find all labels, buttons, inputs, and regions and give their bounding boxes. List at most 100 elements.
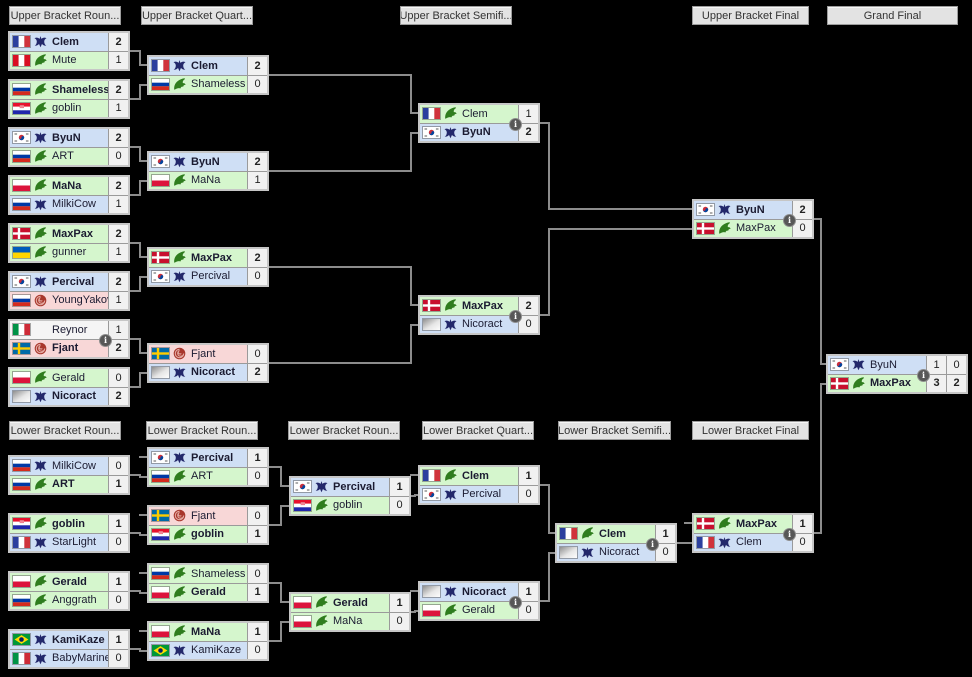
match-info-icon[interactable]: i [918, 370, 929, 381]
player-name: MaNa [333, 615, 363, 628]
flag-ru-icon [13, 594, 30, 606]
player-name: MaxPax [52, 227, 93, 240]
zerg-race-icon [173, 528, 186, 541]
zerg-race-icon [444, 604, 457, 617]
flag-pe-icon [13, 54, 30, 66]
player-row: Percival 0 [420, 485, 538, 503]
score-cell: 1 [518, 583, 538, 601]
zerg-race-icon [444, 299, 457, 312]
connector-line [139, 592, 147, 594]
round-header-lower-3[interactable]: Lower Bracket Quart... [422, 421, 534, 440]
connector-line [269, 362, 412, 364]
player-row: MaNa 2 [10, 177, 128, 196]
terran-race-icon [718, 203, 731, 216]
connector-line [411, 495, 416, 497]
connector-line [139, 146, 141, 162]
player-row: ART 0 [149, 467, 267, 485]
flag-kr-icon [13, 132, 30, 144]
player-name: ART [52, 150, 74, 163]
round-header-label: Lower Bracket Quart... [422, 424, 534, 437]
match-info-icon[interactable]: i [100, 335, 111, 346]
player-row: Anggrath 0 [10, 591, 128, 609]
player-name: Clem [52, 35, 79, 48]
connector-line [410, 112, 418, 114]
player-row: Clem 2 [10, 33, 128, 52]
terran-race-icon [34, 652, 47, 665]
player-row: Gerald 1 [149, 583, 267, 601]
flag-unknown-icon [13, 390, 30, 402]
round-header-lower-4[interactable]: Lower Bracket Semifi... [558, 421, 671, 440]
connector-line [139, 180, 141, 196]
zerg-race-icon [315, 499, 328, 512]
match-info-icon[interactable]: i [510, 311, 521, 322]
round-header-lower-1[interactable]: Lower Bracket Roun... [146, 421, 258, 440]
score-cell: 1 [389, 594, 409, 612]
score-cell: 1 [247, 449, 267, 467]
player-name: StarLight [52, 536, 97, 549]
round-header-label: Lower Bracket Roun... [147, 424, 257, 437]
bracket-match-upper-round1: Percival 2 YoungYakov 1 [8, 271, 130, 311]
flag-unknown-icon [560, 546, 577, 558]
terran-race-icon [173, 644, 186, 657]
player-name: Mute [52, 54, 77, 67]
bracket-match-upper-final: ByuN 2 MaxPax 0 i [692, 199, 814, 239]
round-header-upper-4[interactable]: Grand Final [827, 6, 958, 25]
player-name: YoungYakov [52, 294, 108, 307]
connector-line [280, 621, 282, 642]
flag-dk-icon [697, 518, 714, 530]
connector-line [820, 383, 826, 385]
connector-line [139, 276, 141, 292]
player-name: Percival [462, 488, 502, 501]
bracket-match-upper-quarterfinal: Clem 2 Shameless 0 [147, 55, 269, 95]
round-header-lower-5[interactable]: Lower Bracket Final [692, 421, 809, 440]
flag-ua-icon [13, 246, 30, 258]
score-cell: 2 [108, 177, 128, 195]
round-header-lower-2[interactable]: Lower Bracket Roun... [288, 421, 400, 440]
score-cell: 2 [108, 81, 128, 99]
player-name: Nicoract [462, 318, 503, 331]
round-header-lower-0[interactable]: Lower Bracket Roun... [9, 421, 121, 440]
connector-line [411, 611, 416, 613]
flag-dk-icon [152, 252, 169, 264]
score-cell: 2 [108, 129, 128, 147]
score-cell: 2 [518, 123, 538, 141]
match-info-icon[interactable]: i [647, 539, 658, 550]
player-name: Percival [191, 270, 231, 283]
player-row: MaNa 1 [149, 171, 267, 189]
connector-line [139, 476, 147, 478]
round-header-upper-3[interactable]: Upper Bracket Final [692, 6, 809, 25]
match-info-icon[interactable]: i [510, 119, 521, 130]
player-name: KamiKaze [52, 633, 105, 646]
random-race-icon [173, 509, 186, 522]
bracket-match-upper-semifinal: Clem 1 ByuN 2 i [418, 103, 540, 143]
round-header-upper-2[interactable]: Upper Bracket Semifi... [400, 6, 512, 25]
player-name: Fjant [191, 347, 216, 360]
connector-line [139, 352, 147, 354]
flag-dk-icon [831, 377, 848, 389]
player-row: ART 0 [10, 147, 128, 165]
zerg-race-icon [34, 371, 47, 384]
flag-dk-icon [697, 222, 714, 234]
bracket-match-upper-round1: MaxPax 2 gunner 1 [8, 223, 130, 263]
flag-br-icon [13, 634, 30, 646]
match-info-icon[interactable]: i [510, 597, 521, 608]
score-cell: 0 [247, 641, 267, 659]
player-row: Gerald 0 [420, 601, 538, 619]
round-header-upper-1[interactable]: Upper Bracket Quart... [141, 6, 253, 25]
player-name: BabyMarine [52, 652, 108, 665]
bracket-match-lower-semifinal: Clem 1 Nicoract 0 i [555, 523, 677, 563]
connector-line [139, 50, 141, 66]
player-row: MaxPax 2 [149, 249, 267, 268]
zerg-race-icon [718, 517, 731, 530]
bracket-match-upper-round1: ByuN 2 ART 0 [8, 127, 130, 167]
match-info-icon[interactable]: i [784, 215, 795, 226]
flag-pl-icon [13, 372, 30, 384]
terran-race-icon [34, 633, 47, 646]
flag-hr-icon [152, 528, 169, 540]
score-cell: 1 [108, 99, 128, 117]
round-header-upper-0[interactable]: Upper Bracket Roun... [9, 6, 121, 25]
match-info-icon[interactable]: i [784, 529, 795, 540]
score-cell: 0 [108, 147, 128, 165]
connector-line [269, 640, 282, 642]
